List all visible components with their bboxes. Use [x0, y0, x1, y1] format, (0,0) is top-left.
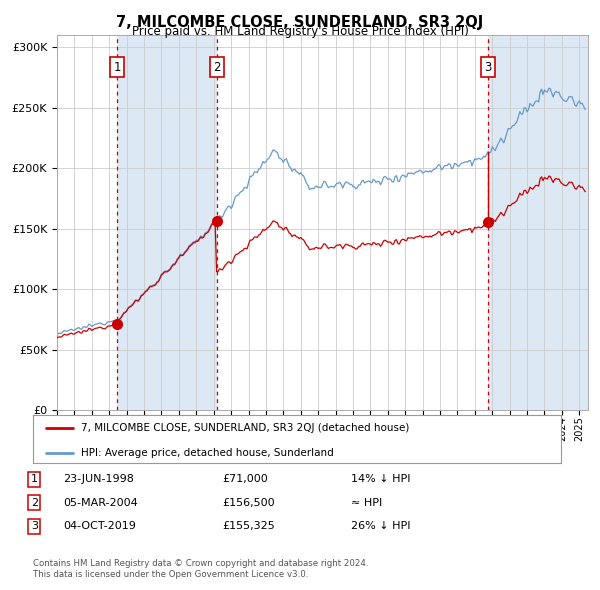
Text: 04-OCT-2019: 04-OCT-2019 [63, 522, 136, 531]
Bar [118, 35, 217, 410]
Text: 3: 3 [484, 61, 491, 74]
Text: 2: 2 [213, 61, 220, 74]
Text: ≈ HPI: ≈ HPI [351, 498, 382, 507]
Bar [488, 35, 588, 410]
Text: £156,500: £156,500 [222, 498, 275, 507]
Text: 23-JUN-1998: 23-JUN-1998 [63, 474, 134, 484]
Text: £155,325: £155,325 [222, 522, 275, 531]
Text: £71,000: £71,000 [222, 474, 268, 484]
Text: 14% ↓ HPI: 14% ↓ HPI [351, 474, 410, 484]
Text: 1: 1 [113, 61, 121, 74]
Text: 05-MAR-2004: 05-MAR-2004 [63, 498, 138, 507]
Text: 1: 1 [31, 474, 38, 484]
Text: Contains HM Land Registry data © Crown copyright and database right 2024.: Contains HM Land Registry data © Crown c… [33, 559, 368, 568]
Text: 2: 2 [31, 498, 38, 507]
Text: 7, MILCOMBE CLOSE, SUNDERLAND, SR3 2QJ: 7, MILCOMBE CLOSE, SUNDERLAND, SR3 2QJ [116, 15, 484, 30]
Text: 7, MILCOMBE CLOSE, SUNDERLAND, SR3 2QJ (detached house): 7, MILCOMBE CLOSE, SUNDERLAND, SR3 2QJ (… [80, 423, 409, 433]
Text: Price paid vs. HM Land Registry's House Price Index (HPI): Price paid vs. HM Land Registry's House … [131, 25, 469, 38]
Text: 3: 3 [31, 522, 38, 531]
Text: HPI: Average price, detached house, Sunderland: HPI: Average price, detached house, Sund… [80, 447, 333, 457]
Text: 26% ↓ HPI: 26% ↓ HPI [351, 522, 410, 531]
Text: This data is licensed under the Open Government Licence v3.0.: This data is licensed under the Open Gov… [33, 571, 308, 579]
